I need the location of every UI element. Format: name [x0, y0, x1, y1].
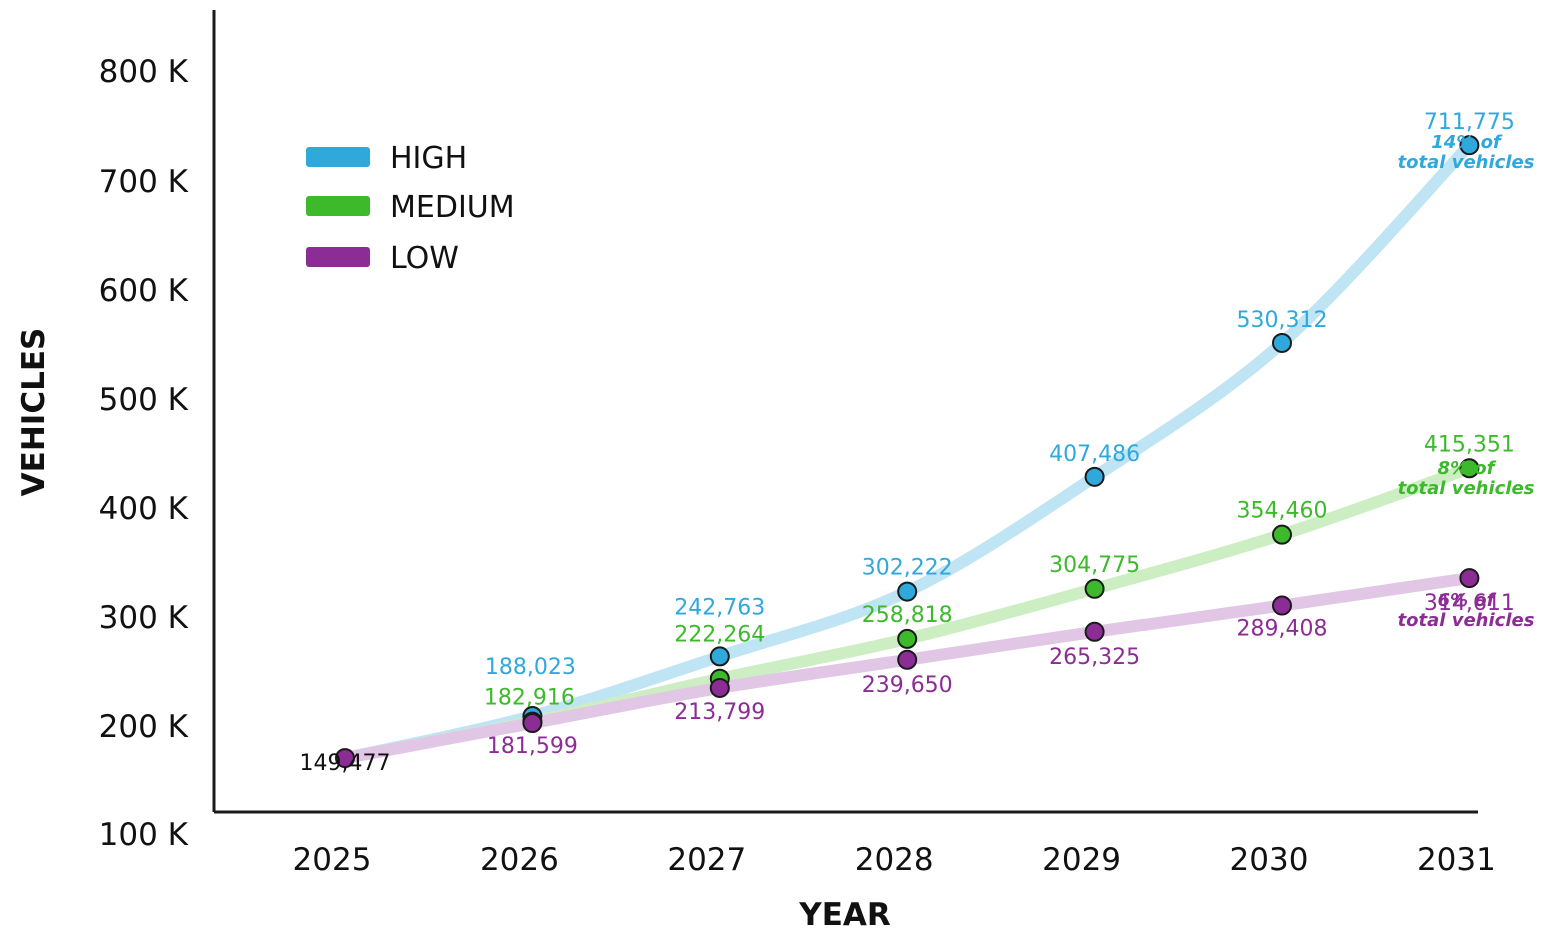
- end-note-medium: 8% of: [1437, 458, 1496, 479]
- y-tick-label: 300 K: [99, 600, 189, 636]
- data-point-medium: [897, 628, 918, 649]
- data-point-medium: [1084, 578, 1105, 599]
- x-tick-label: 2028: [855, 842, 934, 878]
- data-labels: 188,023 242,763 302,222 407,486 530,312 711,7…: [300, 110, 1535, 776]
- data-label-low: 181,599: [487, 734, 578, 759]
- data-label-high: 302,222: [862, 556, 953, 581]
- data-label-high: 188,023: [485, 655, 576, 680]
- end-note-medium: total vehicles: [1398, 478, 1535, 499]
- legend-label-low: LOW: [390, 241, 459, 276]
- legend-label-medium: MEDIUM: [390, 190, 515, 225]
- data-label-high: 407,486: [1049, 442, 1140, 467]
- x-tick-label: 2025: [293, 842, 372, 878]
- data-point-low: [335, 748, 355, 769]
- data-point-medium: [1459, 458, 1480, 479]
- data-label-medium: 354,460: [1237, 499, 1328, 524]
- data-point-high: [1459, 135, 1480, 156]
- legend-swatch-low: [306, 247, 370, 267]
- data-point-medium: [1272, 524, 1292, 545]
- data-label-low: 213,799: [674, 700, 765, 725]
- legend-swatch-medium: [306, 196, 370, 216]
- y-axis-title: VEHICLES: [16, 328, 52, 497]
- x-tick-label: 2029: [1042, 842, 1121, 878]
- data-point-low: [1272, 595, 1292, 616]
- y-tick-label: 500 K: [99, 382, 189, 418]
- data-label-low: 239,650: [862, 673, 953, 698]
- y-tick-label: 200 K: [99, 709, 189, 745]
- data-point-high: [1084, 466, 1105, 487]
- y-tick-label: 800 K: [99, 54, 189, 90]
- data-point-high: [709, 646, 730, 667]
- legend-label-high: HIGH: [390, 141, 467, 176]
- data-point-low: [522, 713, 543, 734]
- axes: [212, 10, 1478, 814]
- end-note-high: 14% of: [1431, 132, 1503, 153]
- y-tick-label: 400 K: [99, 491, 189, 527]
- data-label-medium: 304,775: [1049, 553, 1140, 578]
- legend-swatch-high: [306, 147, 370, 167]
- data-label-high: 711,775: [1424, 110, 1515, 135]
- data-label-low: 265,325: [1049, 645, 1140, 670]
- data-label-high: 530,312: [1237, 308, 1328, 333]
- data-point-low: [897, 649, 918, 670]
- y-tick-label: 100 K: [99, 817, 189, 853]
- data-point-high: [897, 581, 918, 602]
- data-label-high: 242,763: [674, 595, 765, 620]
- data-label-low: 314,611: [1424, 591, 1515, 616]
- x-tick-label: 2031: [1417, 842, 1496, 878]
- data-label-medium: 258,818: [862, 603, 953, 628]
- data-label-medium: 415,351: [1424, 432, 1515, 457]
- y-tick-label: 600 K: [99, 273, 189, 309]
- end-note-low: 6% of: [1437, 590, 1496, 611]
- data-label-start: 149,477: [300, 751, 391, 776]
- data-label-low: 289,408: [1237, 617, 1328, 642]
- end-note-low: total vehicles: [1398, 610, 1535, 631]
- data-point-low: [1084, 621, 1105, 642]
- x-tick-label: 2030: [1230, 842, 1309, 878]
- data-point-low: [1459, 568, 1480, 589]
- data-label-medium: 222,264: [674, 623, 765, 648]
- data-label-medium: 182,916: [484, 686, 575, 711]
- legend: HIGH MEDIUM LOW: [306, 141, 515, 276]
- x-tick-label: 2026: [480, 842, 559, 878]
- data-points: [335, 135, 1480, 769]
- x-tick-label: 2027: [667, 842, 746, 878]
- y-tick-label: 700 K: [99, 164, 189, 200]
- data-point-low: [709, 677, 730, 698]
- x-axis-title: YEAR: [798, 897, 891, 930]
- end-note-high: total vehicles: [1398, 152, 1535, 173]
- tick-labels: 100 K 200 K 300 K 400 K 500 K 600 K 700 K 800 K…: [99, 54, 1496, 878]
- data-point-high: [1272, 332, 1292, 353]
